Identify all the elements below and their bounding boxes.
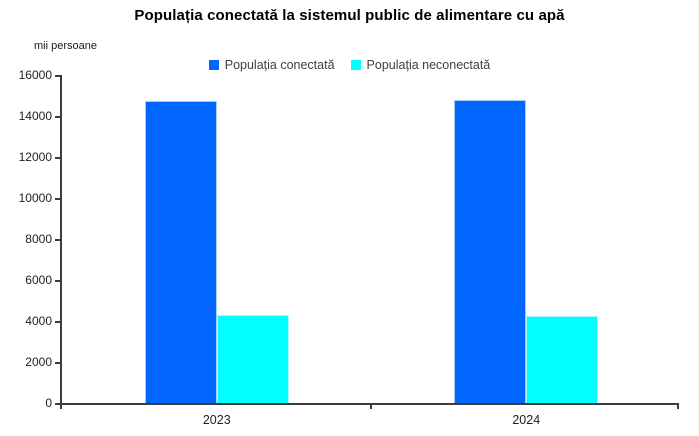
y-axis-tick-label: 16000 [18, 68, 52, 82]
y-axis-tick-label: 8000 [25, 232, 52, 246]
y-axis-tick [55, 198, 61, 200]
y-axis-tick-label: 10000 [18, 191, 52, 205]
x-axis-tick [677, 403, 679, 409]
legend-marker-icon [350, 60, 361, 70]
y-axis-tick [55, 157, 61, 159]
x-axis-category-label: 2023 [202, 413, 231, 427]
y-axis-tick [55, 239, 61, 241]
bar-2023-series-0 [144, 101, 217, 403]
y-axis-tick-label: 4000 [25, 314, 52, 328]
y-axis-tick [55, 116, 61, 118]
y-axis-unit-label: mii persoane [34, 40, 97, 52]
y-axis-tick [55, 321, 61, 323]
legend-marker-icon [208, 60, 219, 70]
x-axis-tick [369, 403, 372, 409]
y-axis-tick-label: 14000 [18, 109, 52, 123]
y-axis-tick [55, 75, 61, 77]
y-axis-tick [55, 362, 61, 364]
y-axis-tick-label: 2000 [25, 355, 52, 369]
legend: Populația conectată Populația neconectată [0, 58, 699, 72]
x-axis-tick [60, 403, 62, 409]
bar-2024-series-1 [526, 315, 599, 403]
x-axis-category-label: 2024 [512, 413, 541, 427]
bar-2024-series-0 [454, 99, 527, 403]
bar-2023-series-1 [216, 315, 289, 403]
legend-label: Populația neconectată [366, 58, 491, 72]
y-axis-tick-label: 0 [45, 396, 52, 410]
y-axis-line [60, 75, 62, 405]
legend-label: Populația conectată [224, 58, 335, 72]
chart-title: Populația conectată la sistemul public d… [134, 7, 565, 24]
y-axis-tick [55, 280, 61, 282]
legend-item-1: Populația neconectată [350, 58, 491, 72]
y-axis-tick-label: 6000 [25, 273, 52, 287]
y-axis-tick-label: 12000 [18, 150, 52, 164]
y-axis-tick [55, 403, 61, 405]
legend-item-0: Populația conectată [208, 58, 335, 72]
